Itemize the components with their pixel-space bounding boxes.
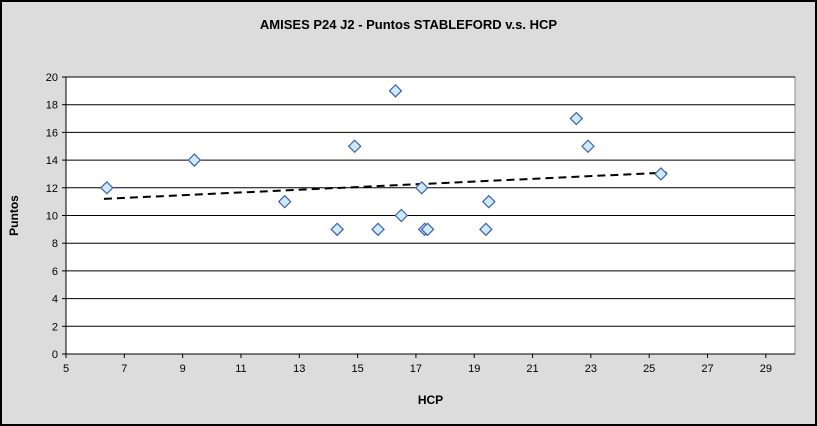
data-point-marker-3 <box>330 222 345 237</box>
data-point-marker-10 <box>420 222 435 237</box>
trendline <box>103 171 667 200</box>
y-tick-label-16: 16 <box>46 127 58 139</box>
chart-title: AMISES P24 J2 - Puntos STABLEFORD v.s. H… <box>259 17 558 32</box>
y-tick-label-10: 10 <box>46 211 58 223</box>
data-point-marker-6 <box>388 84 403 98</box>
data-point-marker-2 <box>277 194 292 209</box>
x-axis-title: HCP <box>418 393 443 407</box>
x-tick-label-25: 25 <box>643 363 655 375</box>
x-tick-label-13: 13 <box>293 363 305 375</box>
data-point-marker-0 <box>99 180 114 195</box>
y-tick-label-0: 0 <box>52 349 58 361</box>
data-point-marker-1 <box>187 153 202 167</box>
x-tick-label-19: 19 <box>468 363 480 375</box>
data-point-marker-13 <box>569 111 584 126</box>
x-tick-label-27: 27 <box>701 363 713 375</box>
x-tick-label-7: 7 <box>121 363 127 375</box>
x-tick-label-9: 9 <box>180 363 186 375</box>
y-tick-label-6: 6 <box>52 266 58 278</box>
x-tick-label-21: 21 <box>526 363 538 375</box>
x-tick-label-17: 17 <box>410 363 422 375</box>
data-point-marker-12 <box>481 194 496 209</box>
y-tick-label-2: 2 <box>52 321 58 333</box>
data-point-marker-14 <box>581 139 595 154</box>
y-tick-label-14: 14 <box>46 155 58 167</box>
x-tick-label-15: 15 <box>351 363 363 375</box>
data-point-marker-15 <box>654 167 668 181</box>
data-point-marker-8 <box>414 180 429 195</box>
data-point-marker-5 <box>371 222 385 237</box>
y-tick-label-20: 20 <box>46 72 58 84</box>
x-tick-label-11: 11 <box>235 363 246 375</box>
y-axis-title: Puntos <box>7 195 21 236</box>
x-tick-label-23: 23 <box>585 363 597 375</box>
y-tick-label-4: 4 <box>52 294 58 306</box>
data-point-marker-7 <box>394 208 409 223</box>
y-tick-label-18: 18 <box>46 100 58 112</box>
x-tick-label-5: 5 <box>63 363 69 375</box>
y-tick-label-8: 8 <box>52 238 58 250</box>
x-tick-label-29: 29 <box>760 363 772 375</box>
data-point-marker-4 <box>347 139 362 154</box>
data-point-marker-11 <box>479 222 493 237</box>
y-tick-label-12: 12 <box>46 183 58 195</box>
